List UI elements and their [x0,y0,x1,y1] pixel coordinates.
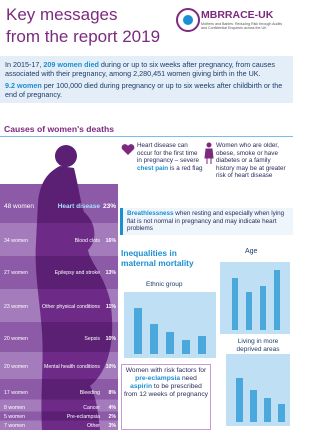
heart-icon [121,143,135,156]
highlight: aspirin [130,383,152,390]
head [0,138,118,184]
woman-icon [204,142,214,164]
intro-paragraph: 9.2 women per 100,000 died during pregna… [5,81,288,99]
text: need [180,375,197,382]
chart-label: Age [245,248,257,255]
women-label: 20 women [4,364,28,370]
percent-label: 11% [106,304,116,310]
highlight: Breathlessness [127,210,174,217]
cause-label: Sepsis [84,336,100,342]
percent-label: 8% [109,390,117,396]
section-title: Causes of women's deaths [4,124,114,134]
percent-label: 10% [106,364,117,370]
percent-label: 3% [109,423,117,429]
breath-note: Breathlessness when resting and especial… [120,208,293,235]
logo-mark [176,8,200,32]
text: In 2015-17, [5,60,43,69]
women-label: 20 women [4,336,28,342]
cause-label: Mental health conditions [44,364,100,370]
highlight: 9.2 women [5,81,42,90]
logo: MBRRACE-UK [201,9,273,21]
highlight: 209 women died [43,60,99,69]
percent-label: 4% [109,405,117,411]
text: is a red flag [168,165,202,172]
risk-note: Women who are older, obese, smoke or hav… [216,142,290,180]
intro-paragraph: In 2015-17, 209 women died during or up … [5,60,288,78]
women-label: 48 women [4,203,34,210]
percent-label: 13% [106,270,117,276]
infographic: Key messages from the report 2019 MBRRAC… [0,0,293,430]
women-label: 7 women [4,423,25,429]
intro-box: In 2015-17, 209 women died during or up … [0,56,293,103]
women-label: 23 women [4,304,28,310]
text: Heart disease can occur for the first ti… [137,142,199,164]
cause-label: Pre-eclampsia [67,414,100,420]
text: Women with risk factors for [126,367,207,374]
cause-label: Other [87,423,100,429]
percent-label: 2% [109,414,117,420]
percent-label: 16% [106,238,117,244]
women-label: 34 women [4,238,28,244]
women-label: 27 women [4,270,28,276]
logo-subtitle: Mothers and Babies: Reducing Risk throug… [201,22,289,31]
women-label: 8 women [4,405,25,411]
cause-label: Epilepsy and stroke [55,270,100,276]
title-line: from the report 2019 [6,27,160,46]
highlight: pre-eclampsia [135,375,180,382]
cause-label: Cancer [83,405,100,411]
divider [0,136,293,137]
title-line: Key messages [6,5,118,24]
cause-label: Heart disease [58,203,101,210]
text: per 100,000 died during pregnancy or up … [5,81,282,99]
cause-label: Bleeding [80,390,100,396]
aspirin-box: Women with risk factors for pre-eclampsi… [121,364,211,430]
percent-label: 10% [106,336,117,342]
cause-label: Other physical conditions [42,304,100,310]
heart-note: Heart disease can occur for the first ti… [137,142,203,172]
women-label: 17 women [4,390,28,396]
percent-label: 23% [103,203,116,210]
cause-label: Blood clots [75,238,101,244]
highlight: chest pain [137,165,168,172]
women-label: 5 women [4,414,25,420]
